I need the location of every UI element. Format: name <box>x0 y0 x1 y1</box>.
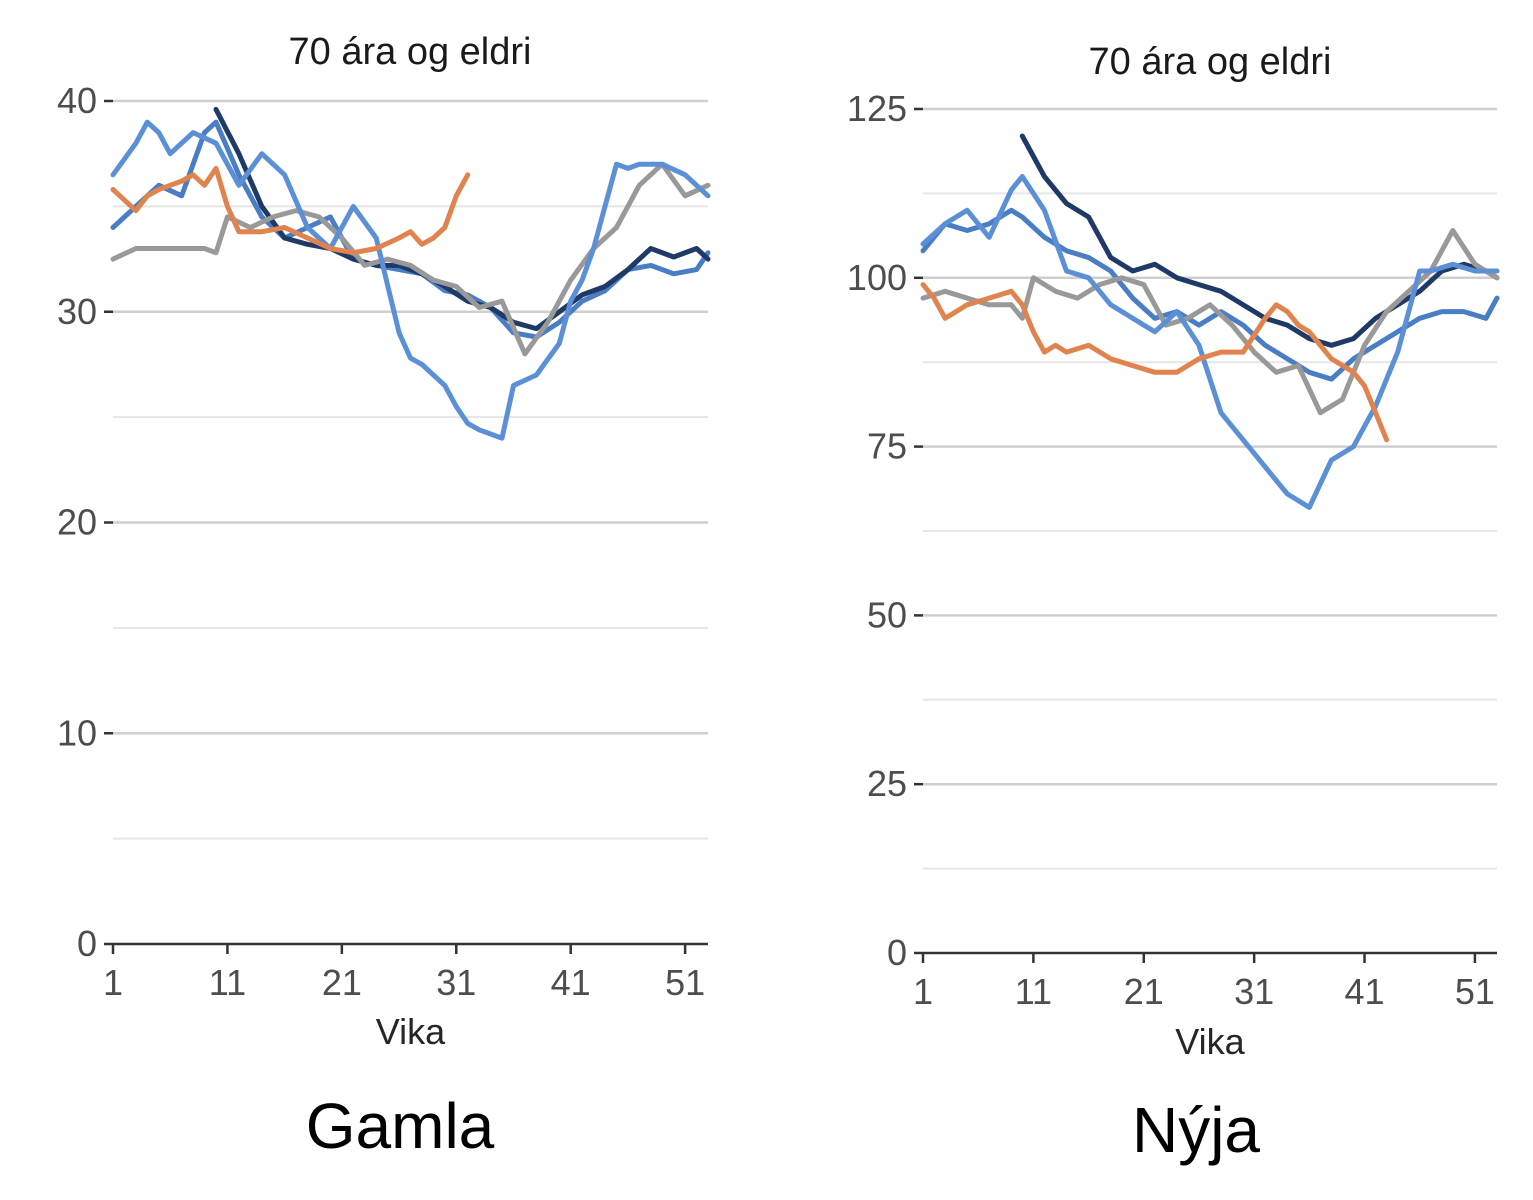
series-line-3 <box>920 228 1500 416</box>
y-tick-label: 75 <box>867 426 907 467</box>
x-tick-label: 21 <box>1124 971 1164 1012</box>
y-tick-label: 40 <box>57 80 97 121</box>
x-tick-label: 41 <box>1345 971 1385 1012</box>
x-tick-label: 21 <box>322 962 362 1003</box>
x-tick-label: 51 <box>665 962 705 1003</box>
y-tick-label: 25 <box>867 763 907 804</box>
x-tick-label: 1 <box>913 971 933 1012</box>
series-line-4 <box>110 119 711 441</box>
x-tick-label: 41 <box>551 962 591 1003</box>
panel-caption: Nýja <box>1132 1094 1260 1166</box>
panel-title: 70 ára og eldri <box>1089 41 1332 83</box>
y-tick-label: 125 <box>847 88 907 129</box>
series-line-5 <box>110 165 471 256</box>
panel-title: 70 ára og eldri <box>289 31 532 73</box>
y-tick-label: 0 <box>77 923 97 964</box>
x-tick-label: 31 <box>436 962 476 1003</box>
series-line-1 <box>920 207 1500 382</box>
series-line-5 <box>920 282 1390 443</box>
y-tick-label: 100 <box>847 257 907 298</box>
y-tick-label: 10 <box>57 712 97 753</box>
x-tick-label: 31 <box>1234 971 1274 1012</box>
x-axis-label: Vika <box>376 1011 446 1052</box>
y-tick-label: 50 <box>867 594 907 635</box>
x-tick-label: 11 <box>1015 971 1052 1012</box>
x-tick-label: 1 <box>103 962 123 1003</box>
series-line-2 <box>213 106 711 332</box>
x-tick-label: 51 <box>1455 971 1495 1012</box>
x-tick-label: 11 <box>209 962 246 1003</box>
y-tick-label: 20 <box>57 502 97 543</box>
y-tick-label: 0 <box>887 932 907 973</box>
panel-caption: Gamla <box>306 1090 495 1162</box>
series-line-4 <box>920 174 1500 510</box>
series-line-3 <box>110 161 711 357</box>
x-axis-label: Vika <box>1175 1021 1245 1062</box>
y-tick-label: 30 <box>57 291 97 332</box>
